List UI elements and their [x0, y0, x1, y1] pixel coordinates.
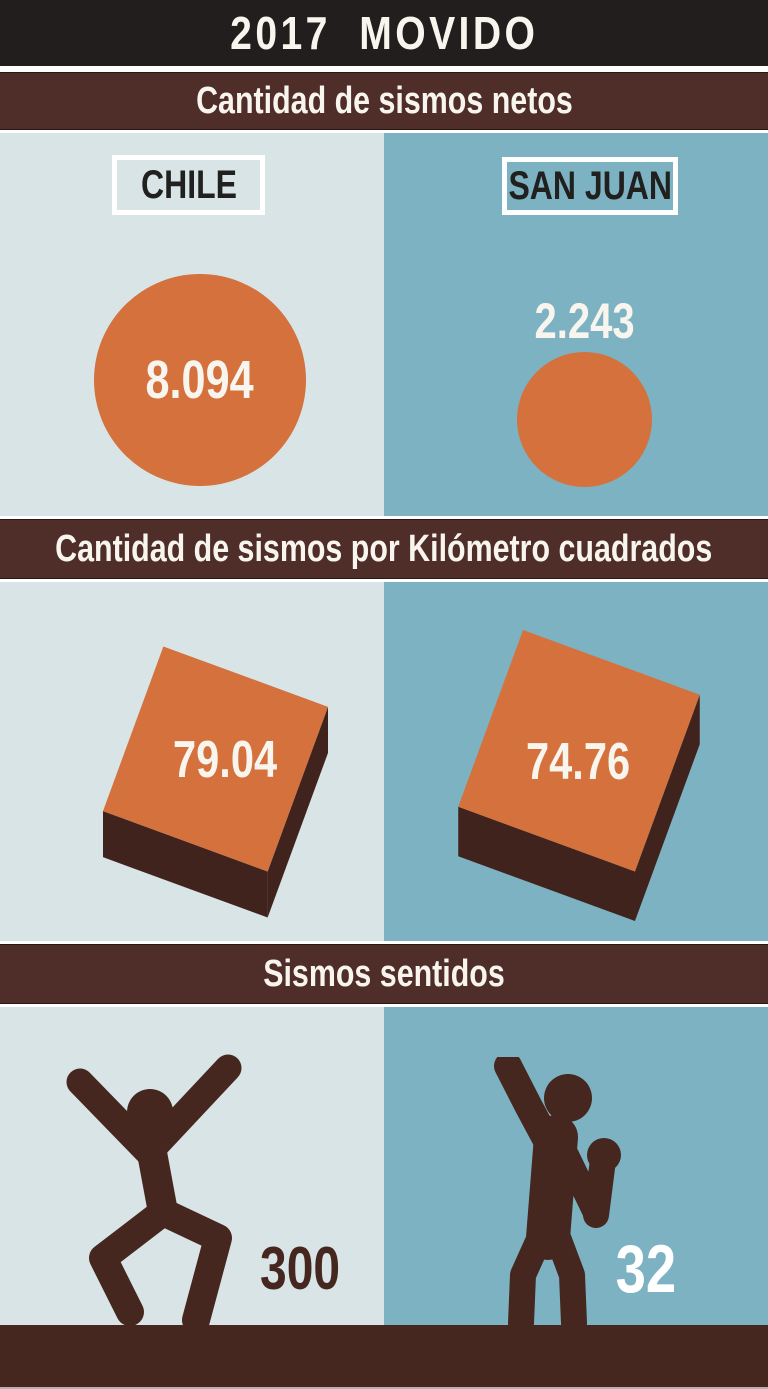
- chile-km2-value: 79.04: [172, 731, 278, 789]
- page-title: 2017 MOVIDO: [229, 7, 539, 59]
- separator: [0, 66, 768, 72]
- separator: [0, 579, 768, 582]
- chile-sentidos-value: 300: [259, 1235, 341, 1302]
- chile-cube-icon: [103, 646, 328, 918]
- netos-sanjuan-column: SAN JUAN 2.243: [384, 133, 768, 516]
- chile-label: CHILE: [140, 162, 237, 207]
- banner-heading: Cantidad de sismos por Kilómetro cuadrad…: [55, 527, 713, 570]
- separator: [0, 516, 768, 519]
- sanjuan-sentidos-value: 32: [615, 1231, 677, 1307]
- top-header: 2017 MOVIDO: [0, 0, 768, 66]
- sanjuan-km2-value: 74.76: [525, 733, 631, 791]
- banner-sismos-sentidos: Sismos sentidos: [0, 944, 768, 1004]
- chile-netos-value: 8.094: [145, 350, 255, 410]
- banner-sismos-netos: Cantidad de sismos netos: [0, 72, 768, 130]
- sanjuan-circle: [517, 352, 652, 487]
- sentidos-chile-column: 300: [0, 1007, 384, 1325]
- chile-label-box: CHILE: [112, 155, 265, 215]
- netos-chile-column: CHILE 8.094: [0, 133, 384, 516]
- separator: [0, 130, 768, 133]
- bottom-bar: [0, 1325, 768, 1389]
- banner-sismos-km2: Cantidad de sismos por Kilómetro cuadrad…: [0, 519, 768, 579]
- km2-chile-column: 79.04: [0, 582, 384, 941]
- cheering-person-icon: [494, 1057, 621, 1325]
- section-sismos-netos: CHILE 8.094 SAN JUAN 2.243: [0, 133, 768, 516]
- sanjuan-label: SAN JUAN: [508, 163, 672, 208]
- banner-heading: Cantidad de sismos netos: [195, 79, 573, 122]
- section-sismos-km2: 79.04 74.76: [0, 582, 768, 941]
- sanjuan-cube-icon: [458, 630, 700, 921]
- chile-circle: 8.094: [94, 274, 306, 486]
- km2-sanjuan-column: 74.76: [384, 582, 768, 941]
- separator: [0, 941, 768, 944]
- section-sismos-sentidos: 300 32: [0, 1007, 768, 1325]
- jumping-person-icon: [66, 1054, 242, 1325]
- sentidos-sanjuan-column: 32: [384, 1007, 768, 1325]
- separator: [0, 1004, 768, 1007]
- sanjuan-netos-value: 2.243: [534, 293, 636, 349]
- sanjuan-label-box: SAN JUAN: [502, 157, 678, 215]
- banner-heading: Sismos sentidos: [263, 952, 505, 995]
